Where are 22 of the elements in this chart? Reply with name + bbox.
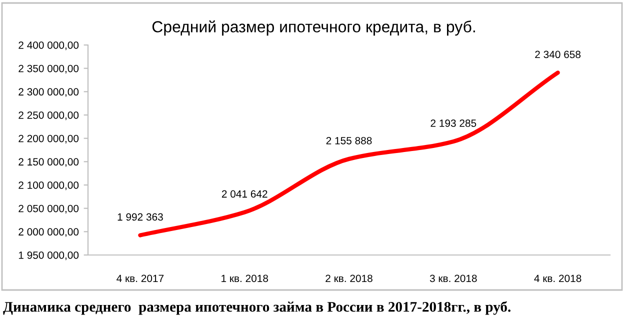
y-tick-label: 2 050 000,00 <box>18 204 79 214</box>
data-label: 2 041 642 <box>222 190 268 198</box>
y-tick-label: 2 150 000,00 <box>18 158 79 167</box>
data-label: 2 340 658 <box>535 50 581 58</box>
x-tick-label: 1 кв. 2018 <box>222 274 268 282</box>
data-label: 1 992 363 <box>118 213 163 221</box>
y-tick-label: 2 350 000,00 <box>18 64 79 74</box>
y-tick-label: 2 400 000,00 <box>18 42 79 50</box>
x-tick-label: 4 кв. 2017 <box>116 274 164 282</box>
y-tick-label: 2 200 000,00 <box>18 134 79 144</box>
y-tick-label: 2 300 000,00 <box>18 88 79 97</box>
text: Динамика среднего размера ипотечного займа в России в 2017-2018гг., в руб. <box>3 301 510 315</box>
y-tick-label: 2 000 000,00 <box>18 228 79 237</box>
data-label: 2 193 285 <box>430 120 476 127</box>
x-tick-label: 3 кв. 2018 <box>430 274 477 282</box>
y-tick-label: 2 100 000,00 <box>18 182 79 190</box>
y-tick-label: 2 250 000,00 <box>18 112 79 120</box>
y-tick-label: 1 950 000,00 <box>18 252 79 260</box>
x-tick-label: 4 кв. 2018 <box>534 274 582 282</box>
data-label: 2 155 888 <box>326 136 372 144</box>
x-tick-label: 2 кв. 2018 <box>326 274 372 282</box>
chart-title: Средний размер ипотечного кредита, в руб. <box>152 20 475 36</box>
